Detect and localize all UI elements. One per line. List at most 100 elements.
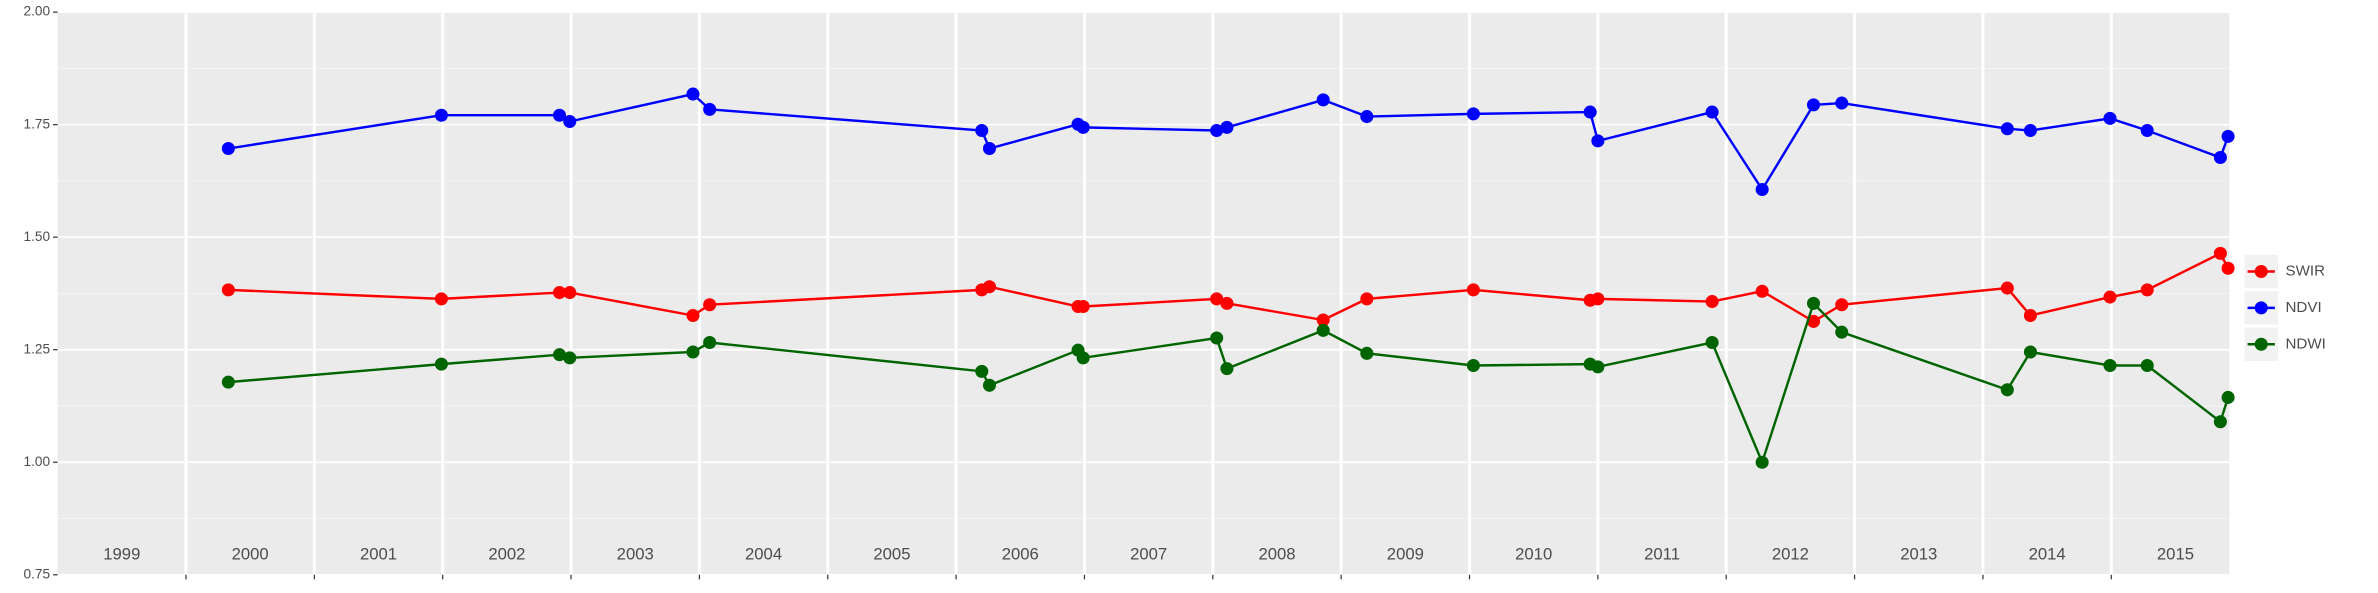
year-label: 2000 [232,544,269,563]
data-point [1755,284,1769,298]
data-point [1806,296,1821,310]
data-point [1316,313,1330,327]
data-point [1835,298,1849,312]
year-label: 2013 [1900,544,1937,563]
data-point [703,298,717,312]
data-point [1591,134,1605,148]
y-tick-label: 0.75 [24,566,51,581]
data-point [434,108,448,122]
data-point [2213,246,2227,260]
data-point [1076,351,1090,365]
year-label: 2001 [360,544,397,563]
data-point [1360,292,1374,306]
data-point [1583,105,1597,119]
data-point [2140,283,2154,297]
legend-dot [2254,301,2268,315]
data-point [2140,124,2154,138]
data-point [703,336,717,350]
data-point [1076,299,1090,314]
year-label: 2011 [1644,544,1680,563]
year-label: 2008 [1258,544,1295,563]
data-point [686,87,700,101]
data-point [2023,309,2037,323]
data-point [982,280,996,294]
data-point [1076,120,1090,134]
data-point [1755,455,1769,469]
data-point [2023,124,2037,138]
data-point [2103,290,2117,304]
legend-dot [2254,264,2268,278]
data-point [1220,362,1234,376]
legend-label: NDWI [2285,335,2325,352]
data-point [1210,331,1224,345]
data-point [1705,295,1719,309]
data-point [2000,122,2014,136]
data-point [982,142,996,156]
year-label: 2006 [1002,544,1039,563]
data-point [1591,360,1605,374]
data-point [2000,383,2014,397]
data-point [2221,261,2235,275]
year-label: 2002 [488,544,525,563]
data-point [221,283,235,297]
y-tick-label: 2.00 [24,4,51,19]
data-point [1360,346,1374,360]
data-point [563,286,577,300]
data-point [975,364,989,378]
data-point [221,375,235,389]
data-point [1835,96,1849,110]
y-tick-label: 1.50 [24,229,51,244]
data-point [975,124,989,138]
data-point [434,292,448,306]
year-label: 2009 [1387,544,1424,563]
data-point [552,108,567,122]
data-point [703,102,717,116]
data-point [2213,415,2227,429]
y-tick-label: 1.00 [24,454,51,469]
data-point [563,351,577,365]
data-point [2221,390,2235,404]
data-point [563,114,577,129]
data-point [552,286,567,300]
data-point [1220,296,1234,310]
y-tick-label: 1.75 [24,116,51,131]
data-point [1806,314,1821,328]
data-point [1755,182,1769,197]
year-label: 2010 [1515,544,1552,563]
data-point [1466,107,1480,121]
data-point [1806,98,1821,112]
year-label: 2015 [2157,544,2194,563]
data-point [2221,129,2235,143]
data-point [2140,358,2154,373]
legend-label: NDVI [2285,299,2321,316]
legend-label: SWIR [2285,262,2325,279]
y-tick-label: 1.25 [24,341,51,356]
data-point [1705,105,1719,119]
data-point [1210,124,1224,138]
data-point [2023,345,2037,359]
year-label: 2012 [1772,544,1809,563]
year-label: 2007 [1130,544,1167,563]
data-point [434,357,448,371]
data-point [1466,283,1480,297]
data-point [1705,336,1719,350]
data-point [552,348,567,362]
year-label: 2004 [745,544,782,563]
year-label: 2014 [2029,544,2066,563]
year-label: 1999 [103,544,140,563]
year-label: 2003 [617,544,654,563]
legend-dot [2254,337,2268,351]
data-point [1360,110,1374,124]
year-label: 2005 [873,544,910,563]
legend: SWIR NDVI NDWI [2244,254,2326,361]
data-point [1316,323,1330,337]
data-point [2103,358,2117,373]
data-point [2103,111,2117,125]
data-point [1316,93,1330,107]
data-point [2213,151,2227,165]
data-point [1591,292,1605,306]
data-point [1466,358,1480,373]
data-point [221,142,235,156]
data-point [686,309,700,323]
